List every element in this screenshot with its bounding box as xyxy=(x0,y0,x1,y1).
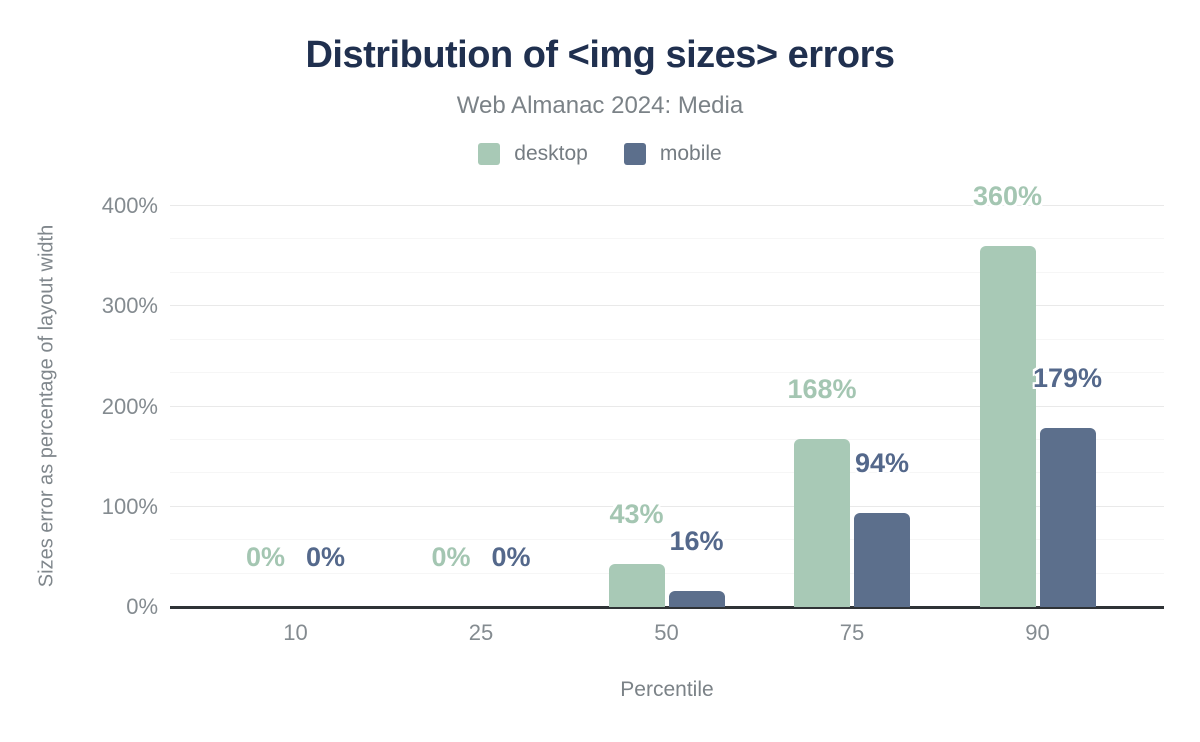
y-tick-label-200: 200% xyxy=(101,393,158,419)
chart-subtitle: Web Almanac 2024: Media xyxy=(456,92,744,119)
value-label-desktop-p50: 43% xyxy=(609,498,664,529)
bar-mobile-p90[interactable] xyxy=(1039,427,1096,607)
major-gridline-100 xyxy=(170,505,1164,507)
desktop-swatch-icon xyxy=(478,143,501,165)
value-label-mobile-p90: 179% xyxy=(1032,362,1103,393)
bar-mobile-p50[interactable] xyxy=(668,590,725,607)
minor-gridline xyxy=(170,271,1164,273)
minor-gridline xyxy=(170,338,1164,340)
y-tick-label-400: 400% xyxy=(101,193,158,218)
minor-gridline xyxy=(170,472,1164,474)
y-axis-title: Sizes error as percentage of layout widt… xyxy=(35,224,58,588)
value-label-desktop-p75: 168% xyxy=(787,373,857,404)
chart-title: Distribution of <img sizes> errors xyxy=(305,34,895,76)
legend-label-mobile: mobile xyxy=(659,142,722,165)
plot-area: 0% 100% 200% 300% 400% 0% 0% 10 0% 0% 25 43% 16% 50 16… xyxy=(102,181,1164,645)
major-gridline-200 xyxy=(170,405,1164,407)
bar-desktop-p90[interactable] xyxy=(979,246,1036,607)
x-tick-label-50: 50 xyxy=(654,620,679,645)
x-tick-label-25: 25 xyxy=(468,620,494,645)
x-tick-label-10: 10 xyxy=(283,620,308,645)
y-tick-label-100: 100% xyxy=(101,493,158,519)
bar-desktop-p75[interactable] xyxy=(794,438,850,607)
bar-desktop-p50[interactable] xyxy=(608,563,665,607)
major-gridline-400 xyxy=(170,205,1164,206)
value-label-desktop-p25: 0% xyxy=(431,542,471,572)
bar-mobile-p75[interactable] xyxy=(854,512,910,607)
legend: desktop mobile xyxy=(0,142,1200,166)
value-label-mobile-p10: 0% xyxy=(305,542,346,572)
x-tick-label-90: 90 xyxy=(1025,620,1050,645)
x-axis-title: Percentile xyxy=(620,678,714,701)
x-tick-label-75: 75 xyxy=(839,620,865,645)
minor-gridline xyxy=(170,238,1164,240)
value-label-mobile-p75: 94% xyxy=(854,447,910,478)
y-tick-label-300: 300% xyxy=(101,293,158,319)
x-axis-baseline xyxy=(170,606,1164,609)
legend-label-desktop: desktop xyxy=(514,142,588,165)
legend-item-mobile: mobile xyxy=(623,142,722,166)
value-label-desktop-p10: 0% xyxy=(245,542,286,572)
minor-gridline xyxy=(170,539,1164,541)
mobile-swatch-icon xyxy=(623,143,646,165)
value-label-mobile-p50: 16% xyxy=(669,525,724,556)
minor-gridline xyxy=(170,572,1164,574)
major-gridline-300 xyxy=(170,305,1164,307)
minor-gridline xyxy=(170,438,1164,440)
minor-gridline xyxy=(170,372,1164,374)
value-label-desktop-p90: 360% xyxy=(972,181,1043,212)
y-tick-label-0: 0% xyxy=(126,594,158,619)
value-label-mobile-p25: 0% xyxy=(491,542,531,572)
legend-item-desktop: desktop xyxy=(478,142,588,166)
